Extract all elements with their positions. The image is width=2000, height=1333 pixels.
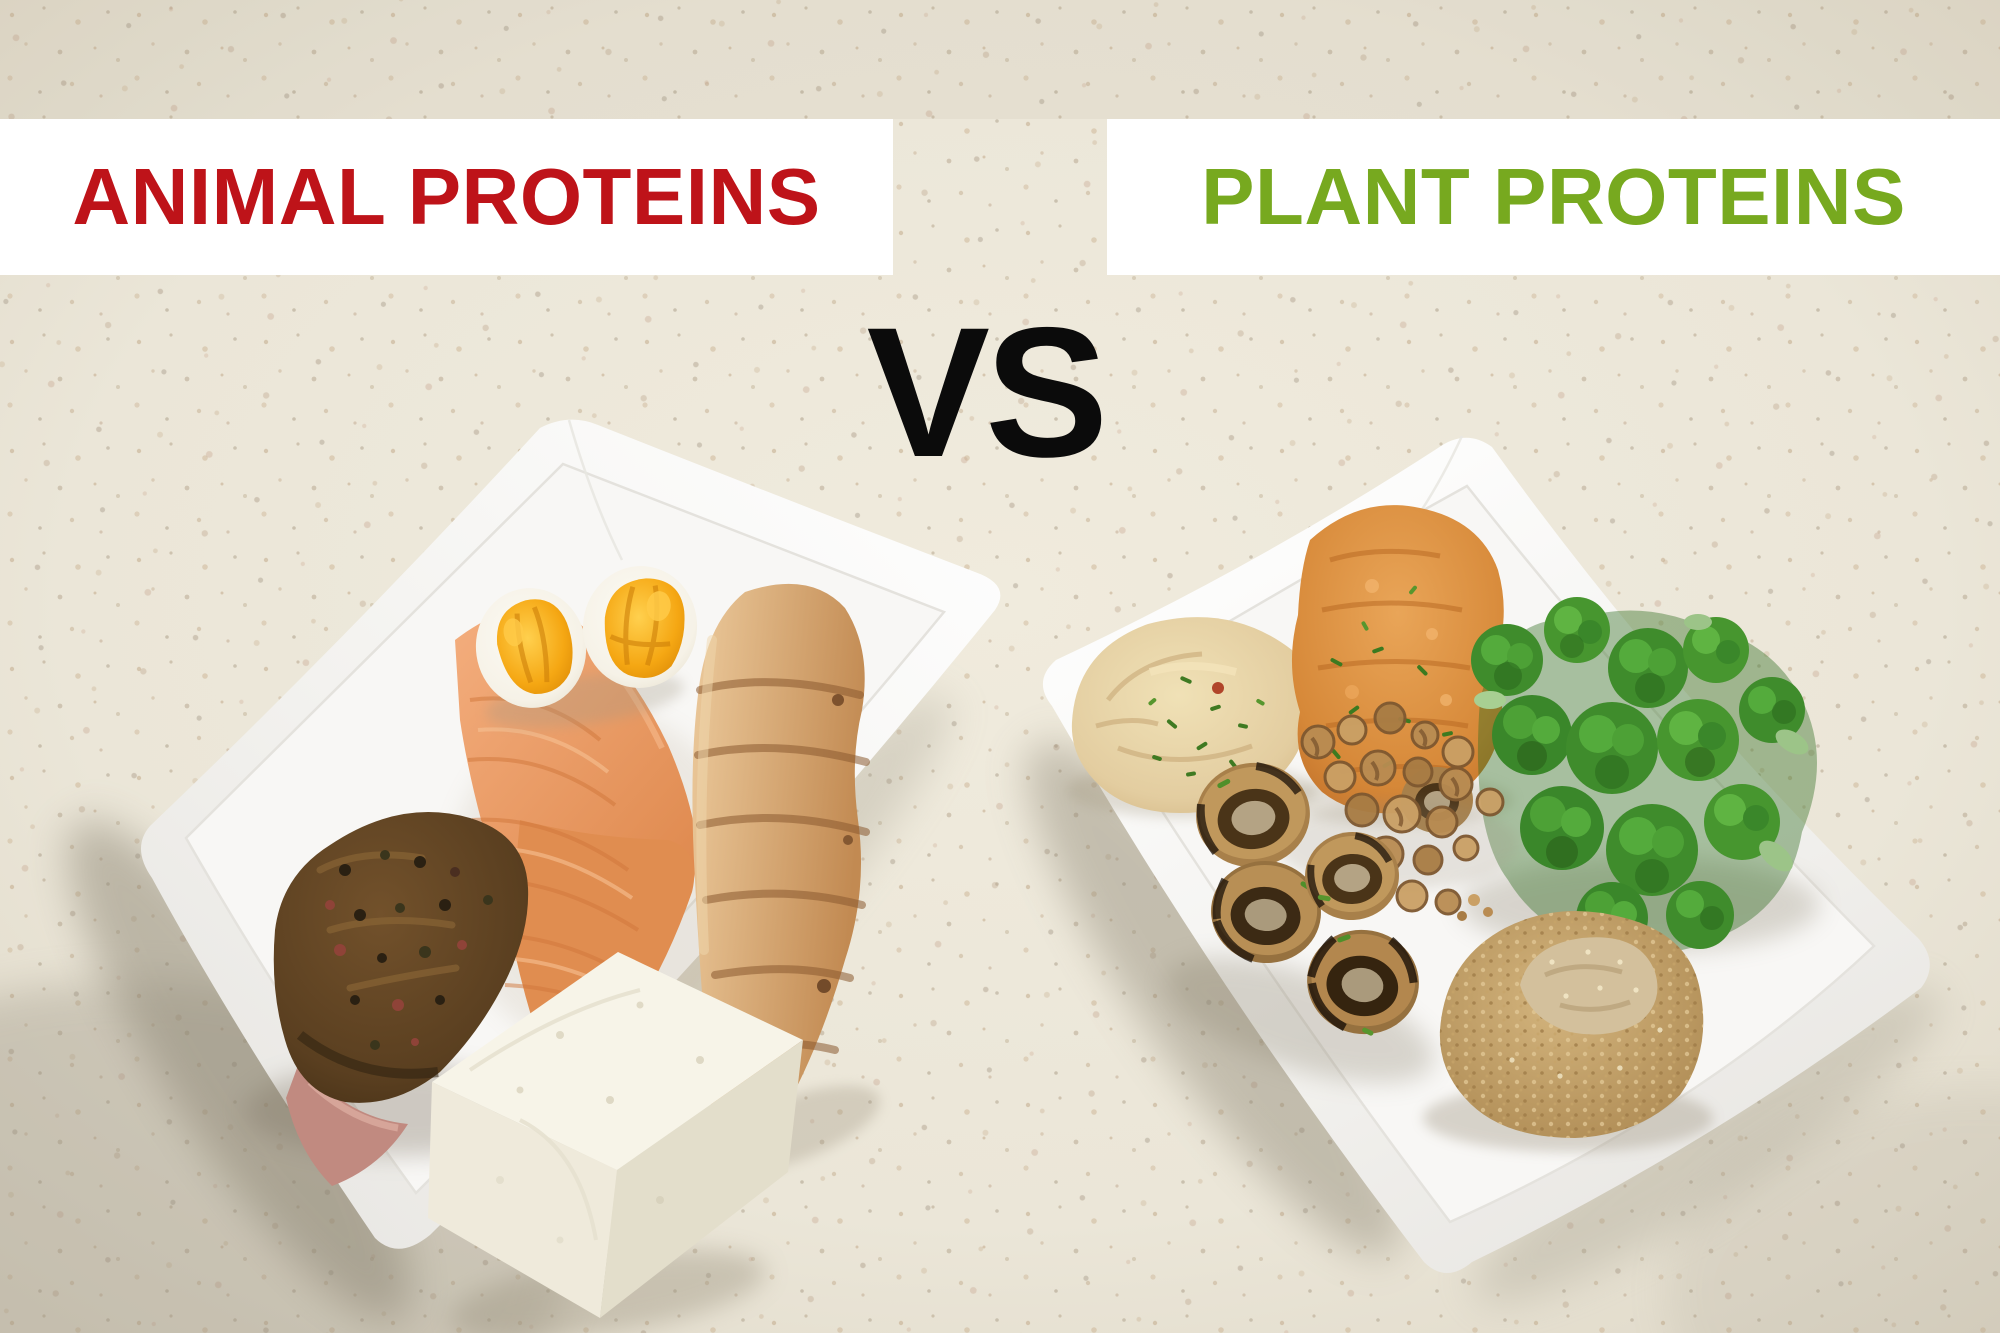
hummus-swirl	[1095, 651, 1253, 762]
plant-proteins-label: PLANT PROTEINS	[1201, 152, 1906, 241]
plate-crease	[567, 419, 624, 561]
versus-label: VS	[866, 290, 1109, 496]
grill-marks	[694, 678, 870, 1054]
feta-top-face	[432, 952, 803, 1170]
feta-side-face	[600, 1040, 803, 1318]
yolk-crevice	[514, 606, 550, 684]
chili-fleck	[1212, 682, 1224, 694]
mushroom-cap	[1211, 860, 1321, 964]
animal-proteins-banner: ANIMAL PROTEINS	[0, 119, 893, 275]
peppercorns	[325, 850, 493, 1050]
feta-front-face	[428, 1082, 617, 1318]
grilled-mushrooms	[1166, 762, 1434, 1083]
boiled-egg-halves	[475, 566, 698, 728]
quinoa-with-tahini	[1423, 910, 1713, 1152]
animal-proteins-plate	[67, 419, 1001, 1333]
animal-proteins-label: ANIMAL PROTEINS	[72, 152, 821, 241]
egg-half	[475, 588, 587, 708]
mushroom-cap	[1307, 929, 1419, 1036]
plant-proteins-banner: PLANT PROTEINS	[1107, 119, 2000, 275]
mushroom-cap	[1196, 762, 1310, 868]
plant-proteins-plate	[1026, 435, 1940, 1302]
mushroom-cap	[1305, 831, 1399, 921]
plate-shadow	[67, 819, 411, 1321]
egg-half	[582, 566, 698, 688]
sauce-gloss	[316, 851, 460, 992]
lentil-texture	[1317, 548, 1471, 775]
feta-cheese-block	[428, 952, 803, 1333]
parsley-flecks	[1330, 585, 1453, 786]
